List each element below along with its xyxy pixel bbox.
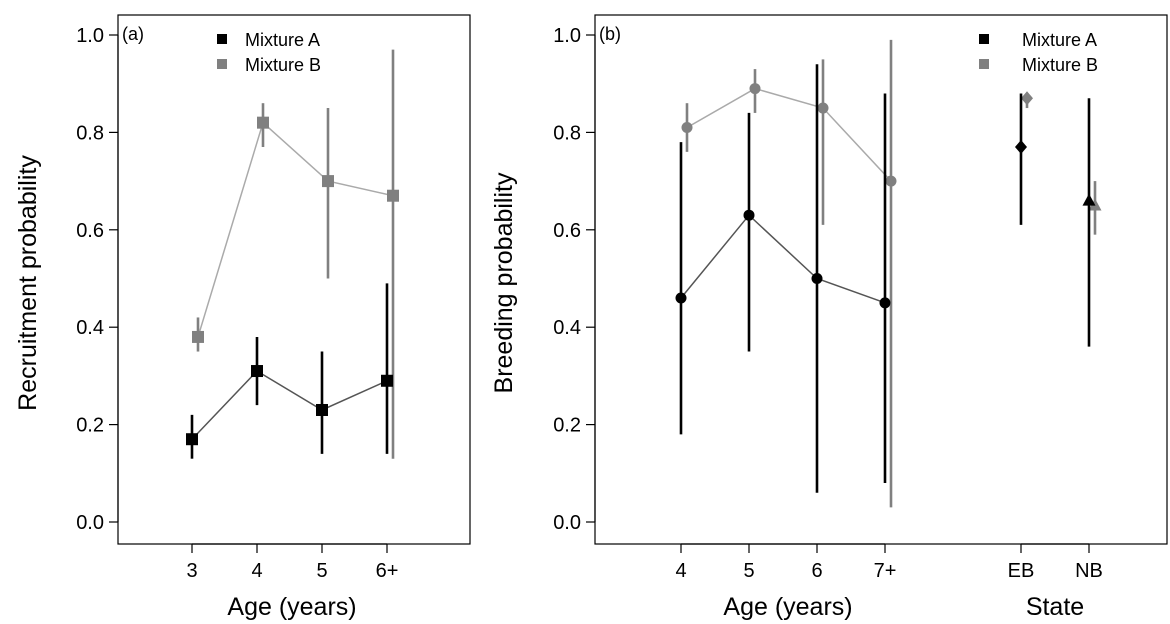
panel-b-point-mixture-b — [681, 122, 693, 134]
panel-a-x-ticks: 3 4 5 6+ — [186, 543, 399, 582]
panel-b-x-tick-label: 4 — [675, 560, 686, 582]
panel-a-series-line-mixture-b — [197, 121, 394, 338]
panel-b-legend-marker-mixture-a — [979, 34, 989, 44]
panel-a-point-mixture-b — [387, 189, 399, 202]
panel-a-x-tick-label: 5 — [316, 560, 327, 582]
panel-b-legend-label-mixture-b: Mixture B — [1022, 55, 1098, 75]
panel-b-y-axis-label: Breeding probability — [490, 172, 518, 393]
panel-a-y-tick-label: 0.8 — [76, 122, 104, 144]
panel-a-point-mixture-a — [381, 374, 393, 387]
panel-b-point-mixture-b — [885, 175, 897, 187]
panel-a-y-tick-label: 0.4 — [76, 317, 104, 339]
panel-b-state-x-tick-label: NB — [1075, 560, 1103, 582]
panel-b-label: (b) — [599, 24, 621, 44]
panel-b-point-mixture-a — [675, 292, 687, 304]
panel-a-series-line-mixture-a — [191, 370, 388, 440]
panel-a-y-tick-label: 0.0 — [76, 512, 104, 534]
panel-b-y-tick-label: 0.8 — [553, 122, 581, 144]
panel-b-point-mixture-a — [743, 209, 755, 221]
panel-b-state-point-mixture-b — [1021, 91, 1033, 106]
panel-a-point-mixture-b — [257, 116, 269, 129]
panel-b-point-mixture-a — [811, 273, 823, 284]
panel-b-legend-marker-mixture-b — [979, 59, 989, 69]
panel-a-plot-frame — [117, 14, 471, 545]
panel-b-y-tick-label: 0.6 — [553, 220, 581, 242]
panel-a-legend-marker-mixture-a — [217, 34, 227, 44]
panel-a-x-axis-label: Age (years) — [227, 593, 356, 621]
panel-b-y-ticks: 0.0 0.2 0.4 0.6 0.8 1.0 — [553, 25, 596, 534]
panel-b-data-marks — [675, 39, 1102, 508]
panel-a-y-tick-label: 1.0 — [76, 25, 104, 47]
panel-b-state-point-mixture-a — [1082, 193, 1096, 206]
panel-b-x-axis-label: Age (years) — [723, 593, 852, 621]
panel-a-x-tick-label: 3 — [186, 560, 197, 582]
panel-a-y-tick-label: 0.2 — [76, 415, 104, 437]
panel-a-point-mixture-b — [322, 175, 334, 188]
panel-b-breeding-chart: (b) Breeding probability Age (years) Sta… — [490, 14, 1168, 621]
panel-b-state-point-mixture-b — [1088, 198, 1102, 211]
panel-a-data-marks — [186, 49, 399, 459]
panel-b-point-mixture-b — [817, 102, 829, 114]
panel-a-label: (a) — [122, 24, 144, 44]
panel-a-legend-marker-mixture-b — [217, 59, 227, 69]
panel-b-state-x-tick-label: EB — [1008, 560, 1035, 582]
panel-b-series-line-mixture-a — [680, 214, 886, 304]
panel-b-legend: Mixture A Mixture B — [979, 30, 1098, 75]
panel-b-x-tick-label: 7+ — [874, 560, 897, 582]
panel-b-state-point-mixture-a — [1015, 140, 1027, 155]
panel-b-y-tick-label: 1.0 — [553, 25, 581, 47]
panel-a-point-mixture-b — [192, 330, 204, 343]
panel-a-y-tick-label: 0.6 — [76, 220, 104, 242]
panel-a-legend-label-mixture-a: Mixture A — [245, 30, 320, 50]
panel-a-legend-label-mixture-b: Mixture B — [245, 55, 321, 75]
panel-a-point-mixture-a — [316, 403, 328, 416]
panel-b-y-tick-label: 0.4 — [553, 317, 581, 339]
panel-a-y-axis-label: Recruitment probability — [14, 155, 42, 411]
panel-a-point-mixture-a — [186, 433, 198, 446]
panel-a-x-tick-label: 4 — [251, 560, 262, 582]
panel-a-x-tick-label: 6+ — [376, 560, 399, 582]
panel-b-point-mixture-a — [879, 297, 891, 309]
panel-b-legend-label-mixture-a: Mixture A — [1022, 30, 1097, 50]
panel-b-x-ticks: 4 5 6 7+ EB NB — [675, 543, 1103, 582]
panel-b-x-tick-label: 6 — [811, 560, 822, 582]
panel-b-y-tick-label: 0.2 — [553, 415, 581, 437]
panel-b-y-tick-label: 0.0 — [553, 512, 581, 534]
panel-a-legend: Mixture A Mixture B — [217, 30, 321, 75]
panel-b-point-mixture-b — [749, 83, 761, 95]
panel-a-point-mixture-a — [251, 365, 263, 378]
panel-b-x-tick-label: 5 — [743, 560, 754, 582]
panel-b-state-axis-label: State — [1026, 593, 1084, 621]
panel-a-recruitment-chart: (a) Recruitment probability Age (years) … — [14, 14, 471, 621]
panel-b-series-line-mixture-b — [686, 87, 892, 182]
panel-a-y-ticks: 0.0 0.2 0.4 0.6 0.8 1.0 — [76, 25, 119, 534]
